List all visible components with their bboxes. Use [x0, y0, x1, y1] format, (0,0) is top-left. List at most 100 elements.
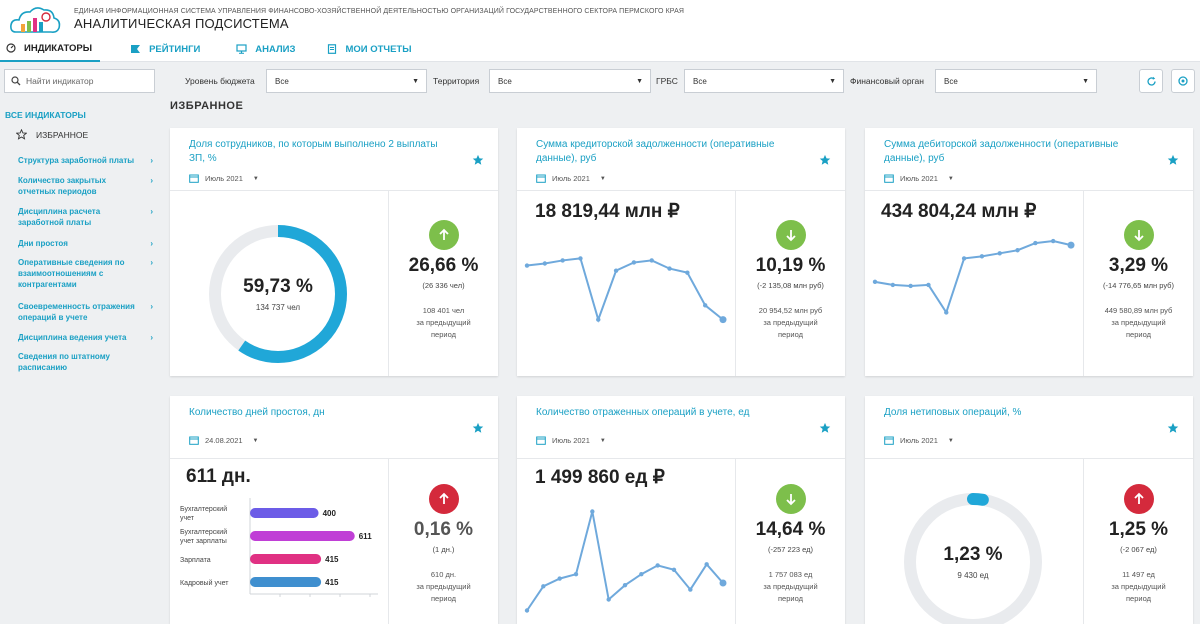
data-point[interactable]	[639, 572, 644, 577]
trend-percent: 14,64 %	[755, 519, 826, 540]
date-picker[interactable]: Июль 2021 ▼	[189, 174, 259, 183]
data-point[interactable]	[997, 251, 1002, 256]
sidebar-item-downtime[interactable]: Дни простоя ›	[18, 238, 153, 249]
data-point[interactable]	[719, 316, 727, 324]
indicator-card[interactable]: Доля нетиповых операций, % Июль 2021 ▼ 1…	[865, 396, 1193, 624]
grbs-select[interactable]: Все ▼	[684, 69, 844, 93]
settings-button[interactable]	[1171, 69, 1195, 93]
data-point[interactable]	[541, 584, 546, 589]
data-point[interactable]	[719, 579, 727, 587]
star-icon[interactable]	[472, 154, 484, 166]
star-icon[interactable]	[1167, 422, 1179, 434]
data-point[interactable]	[890, 282, 896, 288]
indicator-card[interactable]: Доля сотрудников, по которым выполнено 2…	[170, 128, 498, 376]
data-point[interactable]	[688, 587, 693, 592]
data-point[interactable]	[622, 583, 628, 588]
data-point[interactable]	[613, 268, 619, 273]
territory-select[interactable]: Все ▼	[489, 69, 651, 93]
data-point[interactable]	[596, 317, 601, 322]
data-point[interactable]	[926, 282, 931, 288]
bar[interactable]	[250, 508, 319, 518]
tab-ratings-label: РЕЙТИНГИ	[149, 43, 201, 55]
data-point[interactable]	[702, 303, 708, 308]
sidebar-item-label: Дисциплина расчета заработной платы	[18, 207, 101, 227]
bar[interactable]	[250, 531, 355, 541]
data-point[interactable]	[1050, 238, 1056, 244]
data-point[interactable]	[961, 256, 967, 261]
data-point[interactable]	[573, 572, 579, 577]
category-label: Бухгалтерский учет	[180, 505, 227, 522]
data-point[interactable]	[704, 562, 709, 567]
date-picker[interactable]: Июль 2021 ▼	[536, 174, 606, 183]
data-point[interactable]	[524, 263, 530, 268]
card-title[interactable]: Количество отраженных операций в учете, …	[536, 407, 750, 418]
bar[interactable]	[250, 554, 322, 564]
data-point[interactable]	[590, 509, 595, 514]
bar[interactable]	[250, 577, 322, 587]
tab-analysis[interactable]: АНАЛИЗ	[230, 36, 301, 62]
star-icon[interactable]	[472, 422, 484, 434]
sidebar-item-salary-structure[interactable]: Структура заработной платы ›	[18, 155, 153, 166]
data-point[interactable]	[1015, 248, 1020, 253]
date-picker[interactable]: Июль 2021 ▼	[884, 174, 954, 183]
star-icon[interactable]	[819, 154, 831, 166]
divider	[388, 190, 389, 376]
indicator-card[interactable]: Количество дней простоя, дн 24.08.2021 ▼…	[170, 396, 498, 624]
data-point[interactable]	[979, 254, 985, 259]
card-title[interactable]: Доля сотрудников, по которым выполнено 2…	[189, 139, 438, 164]
calendar-icon	[884, 174, 894, 183]
sidebar-item-salary-discipline[interactable]: Дисциплина расчета заработной платы ›	[18, 206, 153, 228]
bar-value-label: 611	[359, 532, 372, 541]
data-point[interactable]	[655, 563, 660, 568]
tab-ratings[interactable]: РЕЙТИНГИ	[124, 36, 206, 62]
budget-select[interactable]: Все ▼	[266, 69, 427, 93]
data-point[interactable]	[908, 283, 913, 289]
category-label: Бухгалтерский учет зарплаты	[180, 528, 227, 545]
data-point[interactable]	[542, 261, 548, 266]
indicator-card[interactable]: Сумма дебиторской задолженности (операти…	[865, 128, 1193, 376]
date-picker[interactable]: Июль 2021 ▼	[536, 436, 606, 445]
data-point[interactable]	[872, 279, 878, 285]
tab-indicators[interactable]: ИНДИКАТОРЫ	[0, 36, 101, 62]
data-point[interactable]	[631, 260, 637, 265]
sidebar-item-counterparties[interactable]: Оперативные сведения по взаимоотношениям…	[18, 257, 153, 290]
star-icon[interactable]	[1167, 154, 1179, 166]
data-point[interactable]	[578, 256, 583, 261]
indicator-card[interactable]: Количество отраженных операций в учете, …	[517, 396, 845, 624]
data-point[interactable]	[1067, 241, 1075, 249]
indicator-card[interactable]: Сумма кредиторской задолженности (операт…	[517, 128, 845, 376]
data-point[interactable]	[606, 597, 611, 602]
series-line	[526, 511, 724, 612]
card-title[interactable]: Сумма кредиторской задолженности (операт…	[536, 139, 775, 164]
chevron-right-icon: ›	[150, 207, 153, 216]
data-point[interactable]	[649, 258, 654, 263]
date-picker[interactable]: Июль 2021 ▼	[884, 436, 954, 445]
data-point[interactable]	[667, 266, 672, 271]
sidebar-heading[interactable]: ВСЕ ИНДИКАТОРЫ	[5, 110, 86, 120]
big-value: 434 804,24 млн ₽	[881, 201, 1037, 222]
sidebar-item-favorites[interactable]: ИЗБРАННОЕ	[16, 129, 88, 140]
sidebar-item-accounting-discipline[interactable]: Дисциплина ведения учета ›	[18, 332, 153, 343]
sidebar-item-staffing[interactable]: Сведения по штатному расписанию	[18, 351, 128, 373]
tab-my-reports[interactable]: МОИ ОТЧЕТЫ	[321, 36, 417, 62]
card-title[interactable]: Доля нетиповых операций, %	[884, 407, 1022, 418]
date-picker[interactable]: 24.08.2021 ▼	[189, 436, 259, 445]
data-point[interactable]	[671, 567, 677, 572]
trend-percent: 3,29 %	[1108, 255, 1169, 276]
previous-label: за предыдущий	[416, 318, 471, 327]
data-point[interactable]	[557, 576, 562, 581]
sidebar-item-closed-periods[interactable]: Количество закрытых отчетных периодов ›	[18, 175, 153, 197]
data-point[interactable]	[1033, 240, 1038, 246]
star-icon[interactable]	[819, 422, 831, 434]
sidebar-item-timeliness[interactable]: Своевременность отражения операций в уче…	[18, 301, 153, 323]
data-point[interactable]	[560, 258, 565, 263]
data-point[interactable]	[944, 310, 949, 315]
search-input[interactable]	[26, 76, 146, 86]
line-chart	[524, 256, 727, 324]
card-title[interactable]: Количество дней простоя, дн	[189, 407, 325, 418]
fin-select[interactable]: Все ▼	[935, 69, 1097, 93]
data-point[interactable]	[524, 608, 530, 613]
refresh-button[interactable]	[1139, 69, 1163, 93]
card-title[interactable]: Сумма дебиторской задолженности (операти…	[884, 139, 1119, 164]
data-point[interactable]	[685, 270, 690, 275]
